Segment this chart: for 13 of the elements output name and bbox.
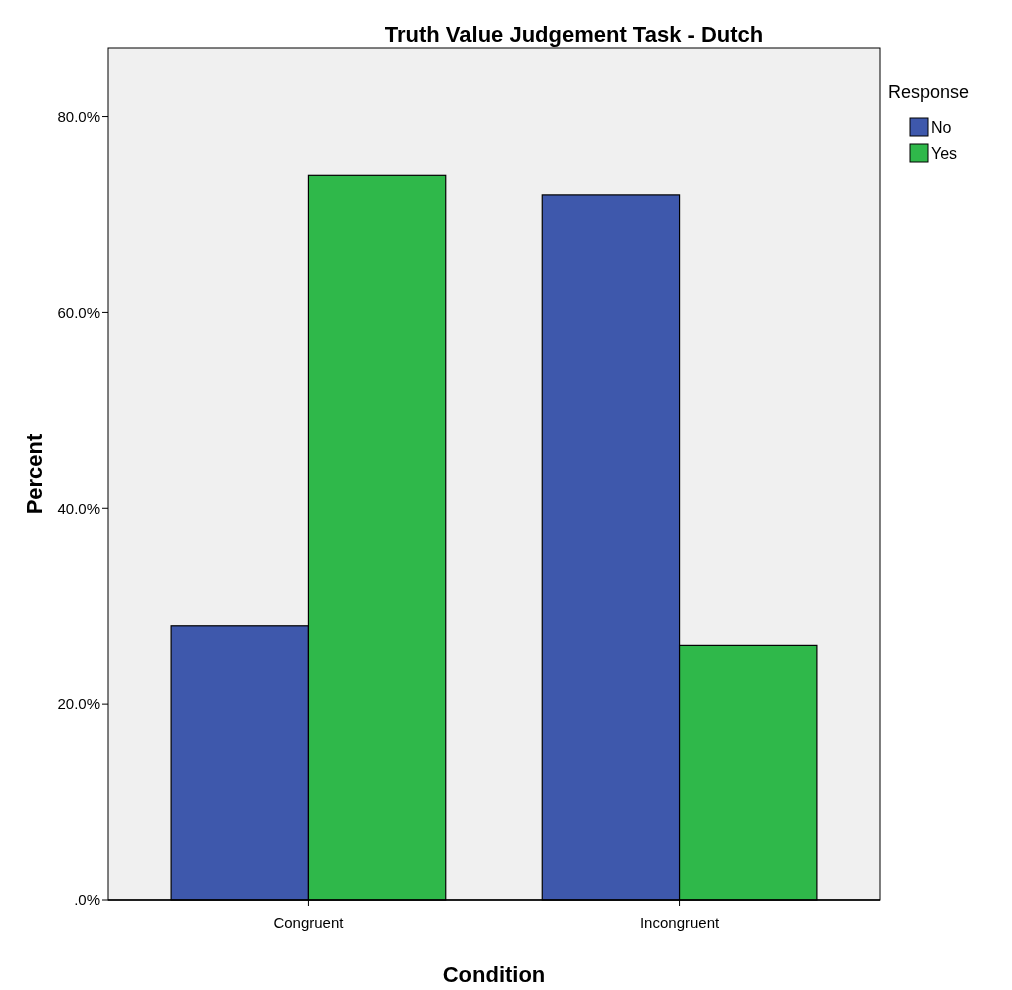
y-tick-label: 20.0% — [57, 695, 100, 713]
y-tick-label: .0% — [74, 891, 100, 909]
y-tick-label: 80.0% — [57, 107, 100, 125]
y-axis-title: Percent — [22, 432, 47, 515]
x-tick-label: Incongruent — [639, 914, 721, 931]
legend-label: No — [931, 118, 952, 136]
legend-label: Yes — [931, 144, 958, 162]
y-tick-label: 60.0% — [57, 303, 100, 321]
chart-title: Truth Value Judgement Task - Dutch — [384, 21, 764, 47]
y-tick-label: 40.0% — [57, 499, 100, 517]
x-tick-label: Congruent — [273, 914, 345, 931]
x-axis-title: Condition — [442, 962, 546, 987]
legend-title: Response — [888, 82, 970, 102]
